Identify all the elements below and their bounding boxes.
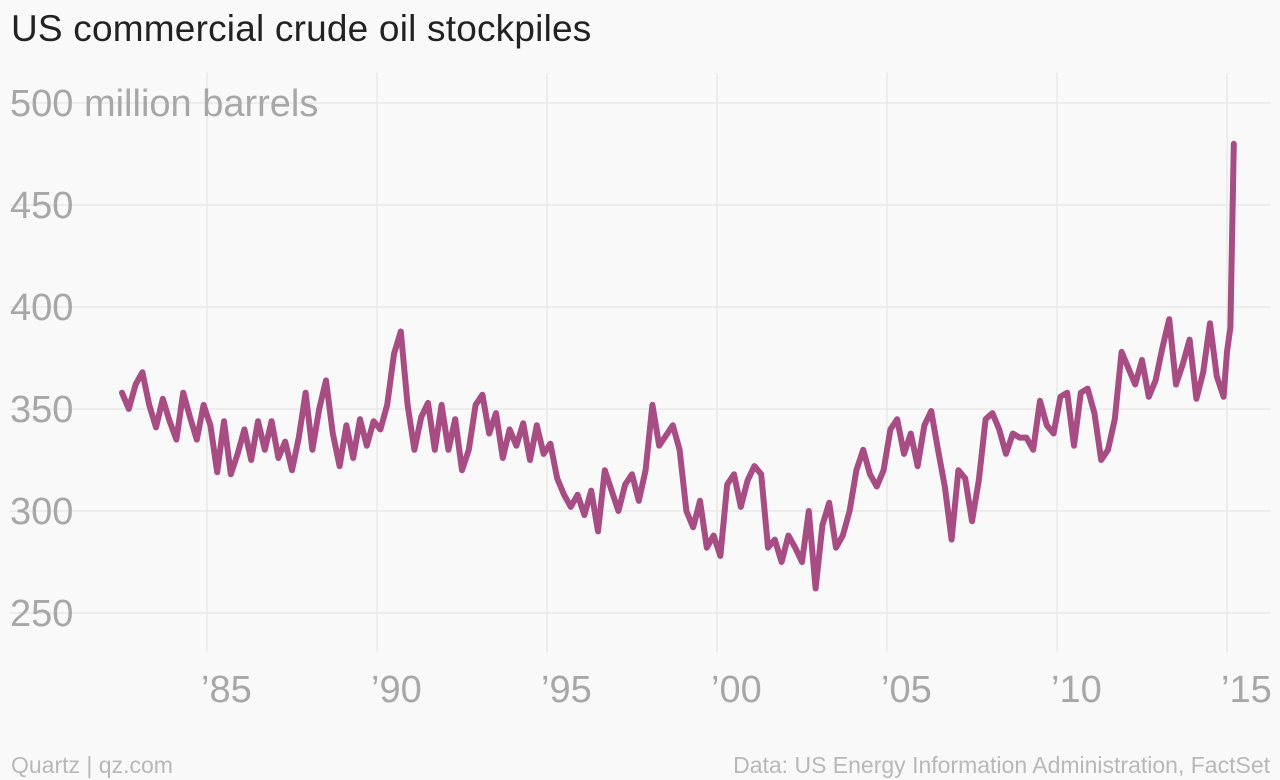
y-tick-label: 300 [10,491,73,533]
source-label: Data: US Energy Information Administrati… [733,752,1270,778]
x-tick-label: ’15 [1221,669,1272,711]
x-tick-label: ’00 [711,669,762,711]
y-tick-label: 400 [10,287,73,329]
y-tick-label: 350 [10,389,73,431]
credit-label: Quartz | qz.com [11,752,173,778]
y-tick-label: 250 [10,593,73,635]
x-tick-label: ’85 [201,669,252,711]
y-tick-label: 450 [10,185,73,227]
chart-title: US commercial crude oil stockpiles [11,8,592,49]
y-axis-ticks: 500 million barrels 450 400 350 300 250 [10,83,318,635]
x-tick-label: ’95 [541,669,592,711]
gridlines [10,73,1270,652]
x-tick-label: ’05 [881,669,932,711]
x-tick-label: ’10 [1051,669,1102,711]
series-line [119,140,1237,592]
x-tick-label: ’90 [371,669,422,711]
y-tick-label: 500 million barrels [10,83,318,125]
x-axis-ticks: ’85 ’90 ’95 ’00 ’05 ’10 ’15 [201,669,1272,711]
series-layer [119,140,1237,592]
